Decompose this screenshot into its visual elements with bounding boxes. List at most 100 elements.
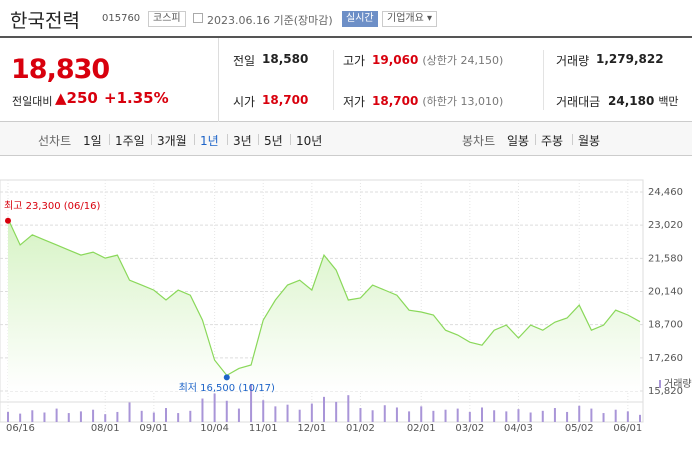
change: ▲250 xyxy=(55,89,98,107)
tab-group-label: 봉차트 xyxy=(462,134,496,148)
change-label: 전일대비 xyxy=(12,95,53,108)
volume-bar xyxy=(201,398,204,422)
volume-bar xyxy=(104,414,107,422)
realtime-badge[interactable]: 실시간 xyxy=(342,11,378,27)
volume-bar xyxy=(262,400,265,422)
divider xyxy=(258,134,259,145)
stat-extra: (하한가 13,010) xyxy=(422,95,504,108)
stat-label: 전일 xyxy=(233,54,256,68)
tab[interactable]: 1일 xyxy=(83,134,102,148)
volume-bar xyxy=(274,406,277,422)
volume-bar xyxy=(553,408,556,422)
high-marker xyxy=(5,217,11,224)
volume-bar xyxy=(371,410,374,422)
volume-bar xyxy=(213,393,216,422)
calendar-icon xyxy=(193,13,203,23)
volume-bar xyxy=(116,411,119,422)
volume-bar xyxy=(298,409,301,422)
stat-label: 거래량 xyxy=(556,54,590,68)
low-label: 최저 16,500 (10/17) xyxy=(179,382,275,394)
market-badge: 코스피 xyxy=(148,11,186,27)
volume-bar xyxy=(286,404,289,422)
volume-bar xyxy=(323,396,325,422)
divider xyxy=(333,50,334,110)
volume-bar xyxy=(383,405,386,422)
change-pct: +1.35% xyxy=(104,89,169,107)
line xyxy=(7,218,641,377)
volume-bar xyxy=(225,400,228,422)
y-tick-label: 15,820 xyxy=(648,386,683,397)
tab[interactable]: 주봉 xyxy=(541,134,564,148)
x-tick-label: 12/01 xyxy=(297,423,326,434)
volume-bar xyxy=(67,413,70,422)
volume-bar xyxy=(55,408,58,422)
volume-bar xyxy=(359,408,362,422)
legend-swatch xyxy=(659,380,661,388)
volume-bar xyxy=(614,409,617,422)
volume-bar xyxy=(639,414,641,422)
volume-bar xyxy=(420,406,423,422)
y-tick-label: 18,700 xyxy=(648,320,683,331)
stat-label: 고가 xyxy=(343,54,366,68)
chart: 24,460 23,020 21,580 20,140 18,700 17,260 15,8… xyxy=(0,179,692,434)
volume-bar xyxy=(250,384,253,422)
y-tick-label: 21,580 xyxy=(648,253,683,264)
tab-bar xyxy=(0,122,692,156)
y-tick-label: 17,260 xyxy=(648,353,683,364)
volume-bar xyxy=(43,412,46,422)
volume-bar xyxy=(602,413,605,422)
stat-value: 24,180 백만 xyxy=(608,94,679,108)
stat-label: 거래대금 xyxy=(556,95,601,109)
volume-bar xyxy=(189,410,192,422)
tab[interactable]: 3개월 xyxy=(157,134,187,148)
volume-bar xyxy=(590,408,593,422)
x-tick-label: 06/16 xyxy=(6,423,35,434)
company-button[interactable]: 기업개요 ▾ xyxy=(382,11,438,27)
volume-bar xyxy=(395,407,398,422)
tab[interactable]: 3년 xyxy=(233,134,252,148)
x-tick-label: 04/03 xyxy=(504,423,533,434)
volume-bar xyxy=(468,411,471,422)
x-tick-label: 03/02 xyxy=(455,423,484,434)
stat-value: 18,580 xyxy=(262,52,309,66)
tab[interactable]: 1주일 xyxy=(115,134,145,148)
divider xyxy=(151,134,152,145)
stat-label: 시가 xyxy=(233,95,256,109)
volume-bar xyxy=(92,409,95,422)
tab[interactable]: 월봉 xyxy=(578,134,601,148)
tab[interactable]: 5년 xyxy=(264,134,283,148)
high-label: 최고 23,300 (06/16) xyxy=(4,200,100,212)
tab[interactable]: 일봉 xyxy=(507,134,530,148)
x-tick-label: 02/01 xyxy=(407,423,436,434)
x-tick-label: 01/02 xyxy=(346,423,375,434)
volume-bar xyxy=(493,410,496,422)
quote-box xyxy=(0,36,692,122)
divider xyxy=(543,50,544,110)
volume-bar xyxy=(140,410,143,422)
volume-bar xyxy=(626,411,629,422)
stat-label: 저가 xyxy=(343,95,366,109)
volume-bar xyxy=(31,410,34,422)
volume-bar xyxy=(505,411,508,422)
divider xyxy=(218,38,219,122)
x-tick-label: 11/01 xyxy=(249,423,278,434)
volume-bar xyxy=(237,408,240,422)
x-tick-label: 08/01 xyxy=(91,423,120,434)
tab[interactable]: 1년 xyxy=(200,134,219,148)
volume-bar xyxy=(128,402,131,422)
volume-bar xyxy=(79,411,82,422)
volume-bar xyxy=(456,408,459,422)
volume-bar xyxy=(347,395,350,422)
volume-bar xyxy=(529,412,532,422)
plot-frame xyxy=(0,179,644,423)
stock-name: 한국전력 xyxy=(10,10,80,32)
volume-bar xyxy=(152,412,155,422)
volume-bar xyxy=(165,408,167,422)
area xyxy=(8,218,640,391)
stat-value: 18,700 (하한가 13,010) xyxy=(372,94,504,108)
stat-value: 18,700 xyxy=(262,93,309,107)
x-tick-label: 05/02 xyxy=(565,423,594,434)
stat-extra: 백만 xyxy=(658,95,679,108)
volume-bar xyxy=(310,403,313,422)
tab[interactable]: 10년 xyxy=(296,134,323,148)
